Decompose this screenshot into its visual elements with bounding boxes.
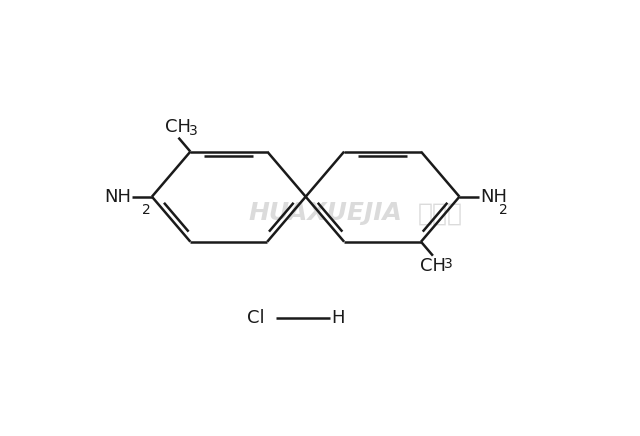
Text: 化学加: 化学加 (417, 201, 462, 225)
Text: 3: 3 (444, 257, 452, 271)
Text: 2: 2 (499, 203, 508, 218)
Text: NH: NH (104, 187, 131, 206)
Text: H: H (331, 309, 345, 327)
Text: Cl: Cl (247, 309, 265, 327)
Text: 2: 2 (142, 203, 151, 218)
Text: HUAXUEJIA: HUAXUEJIA (249, 201, 403, 225)
Text: 3: 3 (189, 124, 198, 138)
Text: CH: CH (420, 257, 446, 276)
Text: NH: NH (480, 187, 508, 206)
Text: CH: CH (166, 118, 191, 136)
